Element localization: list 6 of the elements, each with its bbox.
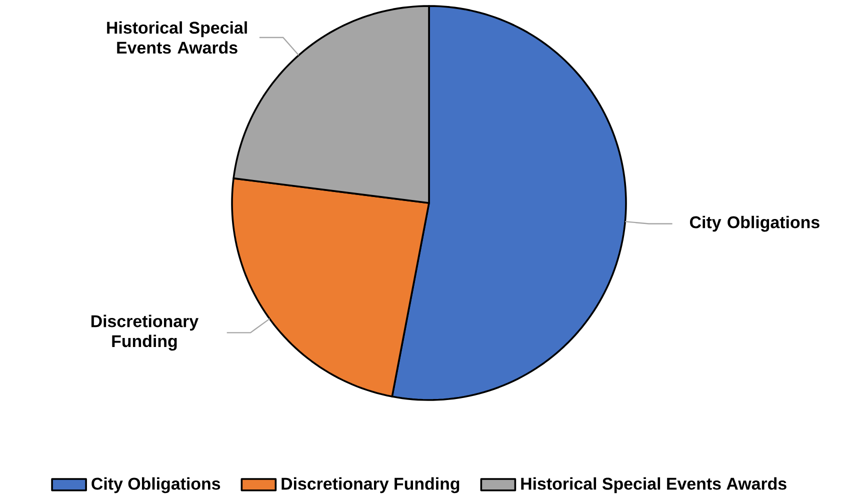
slice-label: Discretionary Funding [91, 314, 198, 351]
legend-label: Historical Special Events Awards [521, 477, 786, 494]
legend-label: City Obligations [92, 477, 220, 494]
legend-label: Discretionary Funding [282, 477, 460, 494]
slice-label: City Obligations [690, 216, 820, 232]
slice-label: Historical Special Events Awards [107, 21, 247, 54]
